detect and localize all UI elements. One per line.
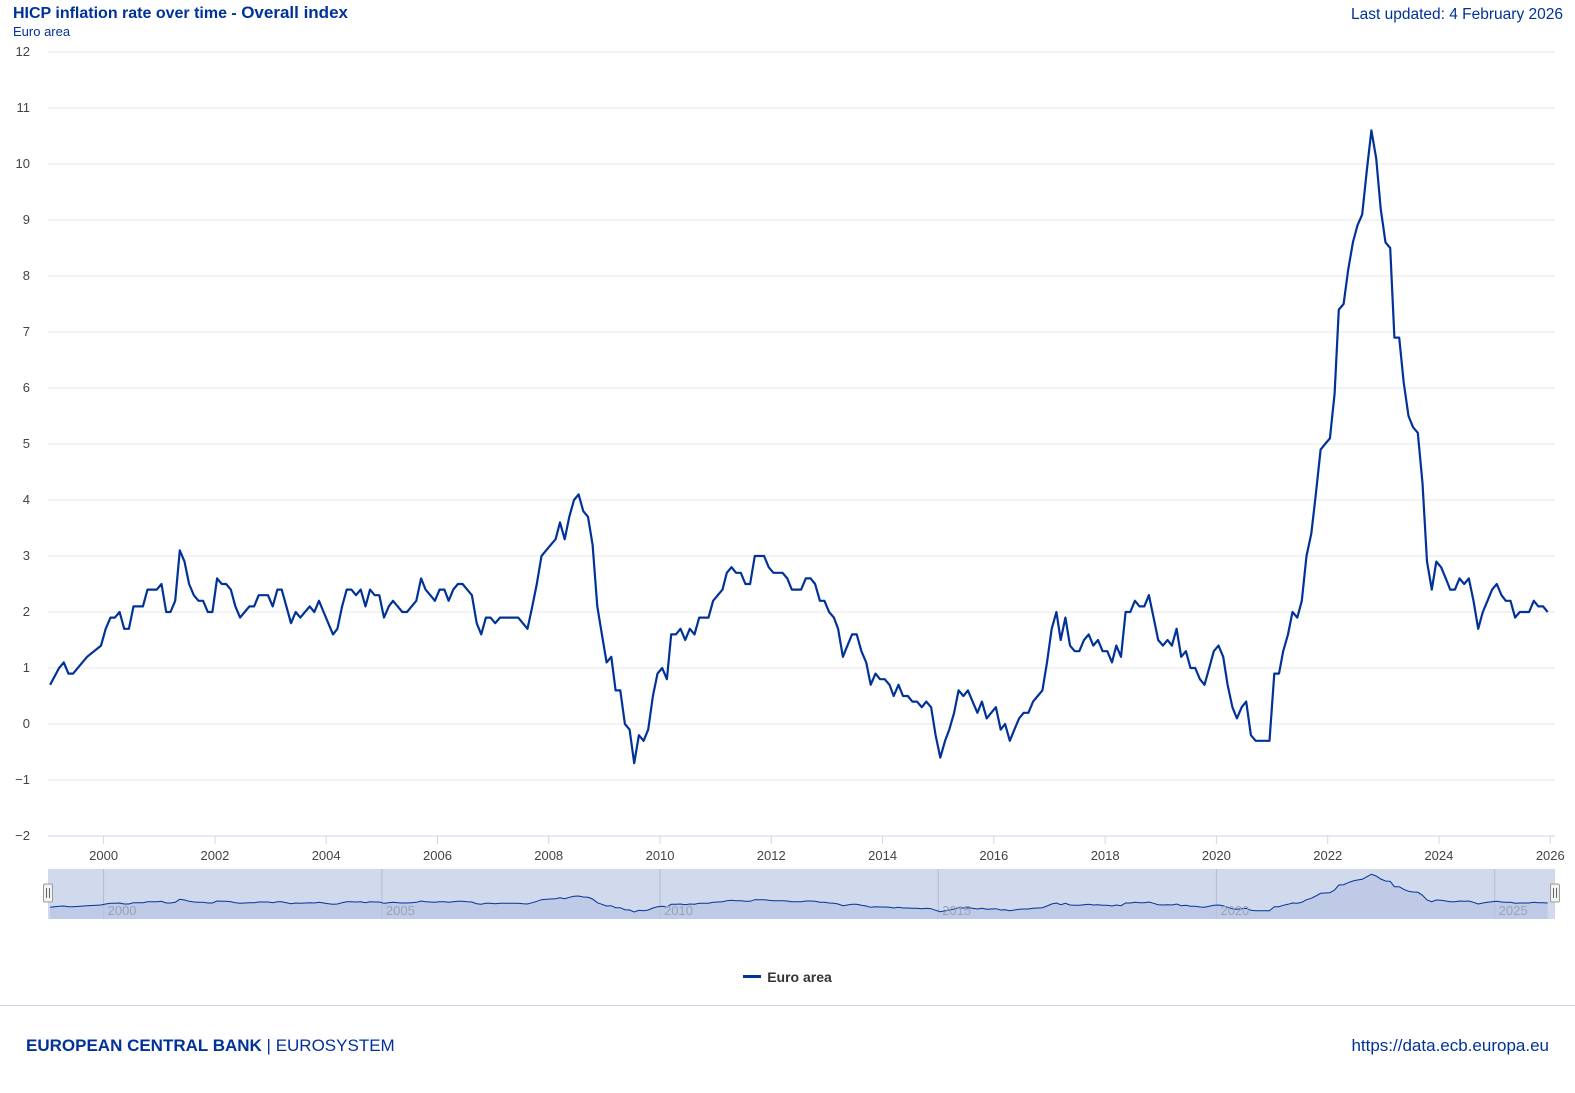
last-updated-label: Last updated: 4 February 2026 xyxy=(1351,6,1563,23)
chart-subtitle: Euro area xyxy=(13,24,71,39)
x-tick-label: 2006 xyxy=(423,848,452,863)
footer-separator: | xyxy=(261,1036,276,1055)
footer-url-link[interactable]: https://data.ecb.europa.eu xyxy=(1351,1036,1549,1055)
navigator-tick-label: 2025 xyxy=(1499,903,1528,918)
navigator-ticks: 2000 2005 2010 2015 2020 2025 xyxy=(108,903,1528,918)
navigator-tick-label: 2005 xyxy=(386,903,415,918)
navigator-series-area xyxy=(50,874,1548,919)
legend-item-euro-area[interactable]: Euro area xyxy=(743,969,832,985)
navigator-tick-label: 2020 xyxy=(1220,903,1249,918)
x-tick-label: 2000 xyxy=(89,848,118,863)
x-tick-label: 2014 xyxy=(868,848,897,863)
y-tick-label: 11 xyxy=(17,100,31,115)
navigator-handle-right[interactable] xyxy=(1550,883,1560,903)
footer-divider xyxy=(0,1005,1575,1006)
x-tick-label: 2026 xyxy=(1536,848,1565,863)
y-tick-label: −2 xyxy=(15,828,30,843)
y-tick-label: 2 xyxy=(23,604,30,619)
handle-grip[interactable] xyxy=(1550,883,1560,903)
y-tick-label: 12 xyxy=(16,44,30,59)
navigator-tick-label: 2010 xyxy=(664,903,693,918)
x-axis: 2000 2002 2004 2006 2008 2010 2012 2014 2016 2018… xyxy=(48,835,1565,863)
chart-title-main: HICP inflation rate over time - xyxy=(13,5,242,22)
y-tick-label: −1 xyxy=(15,772,30,787)
y-tick-label: 9 xyxy=(23,212,30,227)
y-tick-label: 3 xyxy=(23,548,30,563)
range-navigator[interactable]: 2000 2005 2010 2015 2020 2025 xyxy=(43,869,1560,919)
grid-lines xyxy=(48,51,1555,837)
navigator-handle-left[interactable] xyxy=(43,883,53,903)
x-tick-label: 2012 xyxy=(757,848,786,863)
y-tick-label: 8 xyxy=(23,268,30,283)
legend-swatch xyxy=(743,975,762,978)
footer-bank-name: EUROPEAN CENTRAL BANK xyxy=(26,1036,262,1055)
footer-brand: EUROPEAN CENTRAL BANK | EUROSYSTEM xyxy=(26,1036,395,1056)
y-tick-label: 4 xyxy=(23,492,30,507)
x-tick-label: 2008 xyxy=(534,848,563,863)
x-tick-label: 2020 xyxy=(1202,848,1231,863)
y-tick-label: 6 xyxy=(23,380,30,395)
y-tick-label: 1 xyxy=(23,660,30,675)
y-tick-label: 7 xyxy=(23,324,30,339)
navigator-series-line xyxy=(50,873,1548,913)
x-tick-label: 2002 xyxy=(200,848,229,863)
footer-eurosystem: EUROSYSTEM xyxy=(275,1036,395,1055)
y-tick-label: 10 xyxy=(16,156,30,171)
x-tick-label: 2010 xyxy=(646,848,675,863)
x-tick-label: 2016 xyxy=(979,848,1008,863)
y-tick-label: 0 xyxy=(23,716,30,731)
chart-title-indicator: Overall index xyxy=(241,3,348,22)
chart-title: HICP inflation rate over time - Overall … xyxy=(13,3,348,23)
navigator-tick-label: 2000 xyxy=(108,903,137,918)
x-tick-label: 2004 xyxy=(312,848,341,863)
legend-label: Euro area xyxy=(767,968,832,985)
x-tick-label: 2022 xyxy=(1313,848,1342,863)
x-tick-label: 2024 xyxy=(1424,848,1453,863)
legend: Euro area xyxy=(0,965,1575,985)
handle-grip[interactable] xyxy=(43,883,53,903)
y-tick-label: 5 xyxy=(23,436,30,451)
series-line-euro-area[interactable] xyxy=(49,129,1549,765)
x-tick-label: 2018 xyxy=(1091,848,1120,863)
navigator-tick-label: 2015 xyxy=(942,903,971,918)
